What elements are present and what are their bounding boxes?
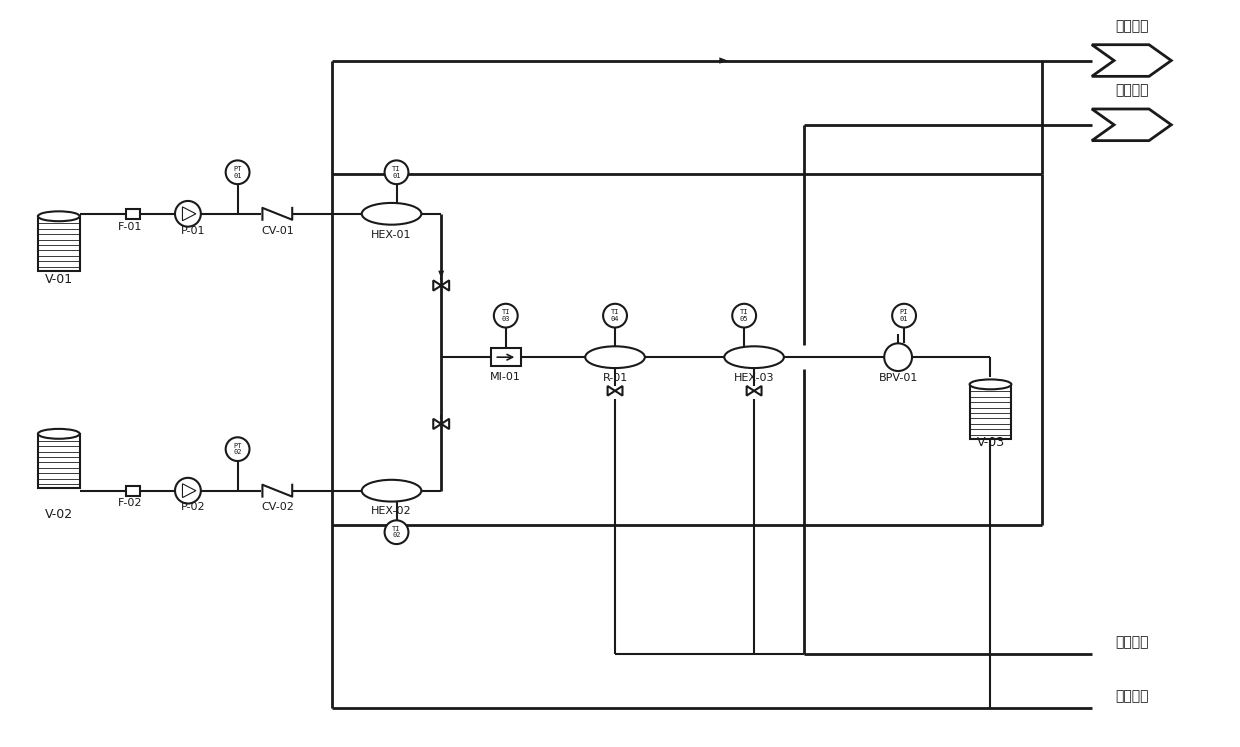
Text: TI
01: TI 01 <box>392 166 401 179</box>
Text: TI
05: TI 05 <box>740 309 749 322</box>
Text: P-01: P-01 <box>181 226 205 235</box>
Text: V-02: V-02 <box>45 509 73 521</box>
Circle shape <box>226 161 249 185</box>
Circle shape <box>884 344 913 371</box>
Text: V-01: V-01 <box>45 273 73 286</box>
Bar <box>491 348 521 366</box>
Polygon shape <box>746 386 754 396</box>
Text: PT
02: PT 02 <box>233 443 242 456</box>
Polygon shape <box>182 484 196 498</box>
Polygon shape <box>1091 109 1172 140</box>
Bar <box>38 217 79 270</box>
Text: 循环水去: 循环水去 <box>1115 83 1148 97</box>
Polygon shape <box>754 386 761 396</box>
Text: R-01: R-01 <box>603 373 627 383</box>
Text: F-01: F-01 <box>118 222 143 232</box>
Text: 导热油进: 导热油进 <box>1115 689 1148 703</box>
Text: HEX-02: HEX-02 <box>371 506 412 516</box>
Text: PI
01: PI 01 <box>900 309 909 322</box>
Ellipse shape <box>362 203 422 225</box>
Text: HEX-01: HEX-01 <box>371 229 412 240</box>
Text: V-03: V-03 <box>976 436 1004 449</box>
Ellipse shape <box>724 347 784 368</box>
Text: CV-01: CV-01 <box>260 226 294 235</box>
Text: P-02: P-02 <box>181 503 205 512</box>
Polygon shape <box>615 386 622 396</box>
Text: TI
02: TI 02 <box>392 526 401 539</box>
Bar <box>38 434 79 489</box>
Bar <box>970 385 1012 438</box>
Ellipse shape <box>362 480 422 501</box>
Polygon shape <box>719 58 728 63</box>
Text: CV-02: CV-02 <box>260 503 294 512</box>
Circle shape <box>384 161 408 185</box>
Bar <box>126 209 140 219</box>
Polygon shape <box>433 280 441 291</box>
Ellipse shape <box>38 429 79 438</box>
Text: PT
01: PT 01 <box>233 166 242 179</box>
Text: MI-01: MI-01 <box>490 372 521 382</box>
Polygon shape <box>433 419 441 429</box>
Text: HEX-03: HEX-03 <box>734 373 774 383</box>
Text: TI
03: TI 03 <box>501 309 510 322</box>
Text: 循环水进: 循环水进 <box>1115 635 1148 649</box>
Text: BPV-01: BPV-01 <box>878 373 918 383</box>
Text: 导热油去: 导热油去 <box>1115 19 1148 33</box>
Circle shape <box>494 304 517 327</box>
Text: TI
04: TI 04 <box>611 309 619 322</box>
Polygon shape <box>438 270 444 279</box>
Bar <box>126 486 140 495</box>
Circle shape <box>892 304 916 327</box>
Circle shape <box>175 201 201 226</box>
Ellipse shape <box>38 211 79 221</box>
Polygon shape <box>441 280 449 291</box>
Ellipse shape <box>585 347 645 368</box>
Text: F-02: F-02 <box>118 498 143 509</box>
Polygon shape <box>441 419 449 429</box>
Circle shape <box>733 304 756 327</box>
Ellipse shape <box>970 379 1012 389</box>
Circle shape <box>384 521 408 544</box>
Polygon shape <box>1091 45 1172 76</box>
Circle shape <box>226 437 249 461</box>
Circle shape <box>175 478 201 503</box>
Circle shape <box>603 304 627 327</box>
Polygon shape <box>182 207 196 220</box>
Polygon shape <box>608 386 615 396</box>
